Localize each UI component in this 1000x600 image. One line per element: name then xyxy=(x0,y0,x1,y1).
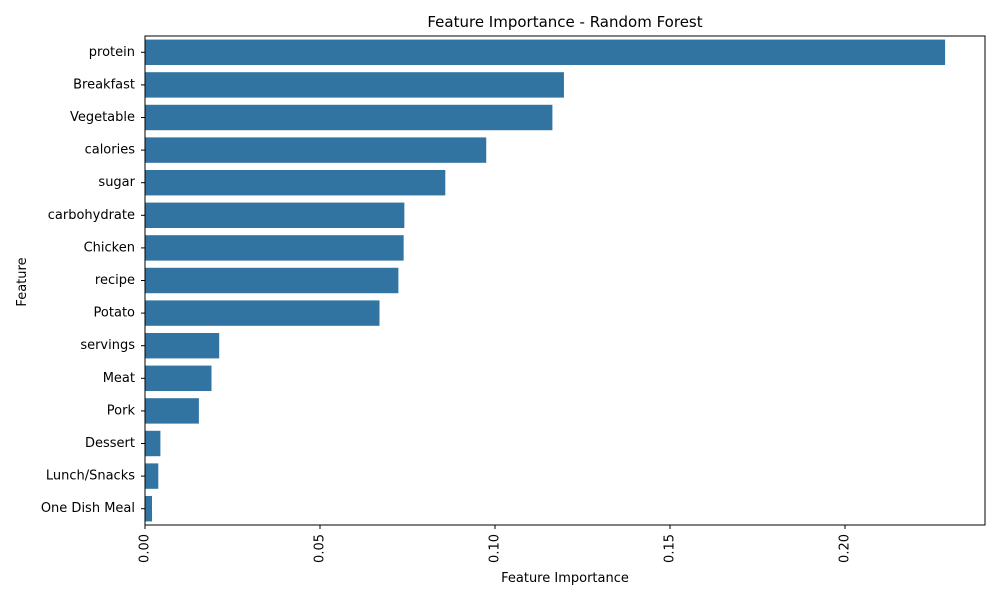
x-tick-label: 0.05 xyxy=(313,534,328,563)
bar-breakfast xyxy=(145,72,564,98)
bar-carbohydrate xyxy=(145,202,405,229)
x-tick-label: 0.00 xyxy=(138,534,153,563)
y-tick-labels: protein Breakfast Vegetable calories sugar ca… xyxy=(41,45,145,516)
y-tick-label: Meat xyxy=(103,371,135,386)
x-ticks: 0.00 0.05 0.10 0.15 0.20 xyxy=(138,525,853,563)
x-tick-label: 0.15 xyxy=(663,534,678,563)
y-tick-label: Dessert xyxy=(85,436,135,451)
y-tick-label: One Dish Meal xyxy=(41,501,135,516)
y-tick-label: Lunch/Snacks xyxy=(46,469,135,484)
plot-frame xyxy=(144,35,986,526)
bar-pork xyxy=(145,398,199,424)
bar-potato xyxy=(145,300,380,326)
y-axis-label: Feature xyxy=(15,257,30,306)
x-tick-label: 0.10 xyxy=(488,534,503,563)
y-tick-label: calories xyxy=(85,143,136,158)
bars-group xyxy=(145,39,946,522)
bar-dessert xyxy=(145,430,161,457)
bar-sugar xyxy=(145,169,446,196)
bar-calories xyxy=(145,137,487,163)
y-tick-label: sugar xyxy=(98,175,135,190)
chart-title: Feature Importance - Random Forest xyxy=(427,13,702,31)
y-tick-label: Pork xyxy=(107,403,136,418)
bar-one-dish-meal xyxy=(145,495,152,522)
bar-meat xyxy=(145,365,212,392)
bar-chicken xyxy=(145,235,404,261)
y-tick-label: Potato xyxy=(94,306,135,321)
bar-recipe xyxy=(145,267,399,294)
x-axis-label: Feature Importance xyxy=(501,571,629,586)
y-tick-label: Vegetable xyxy=(70,110,135,125)
bar-servings xyxy=(145,332,220,359)
bar-protein xyxy=(145,39,946,66)
y-tick-label: recipe xyxy=(95,273,135,288)
y-tick-label: Chicken xyxy=(84,240,135,255)
y-tick-label: Breakfast xyxy=(73,77,135,92)
y-tick-label: servings xyxy=(80,338,135,353)
y-tick-label: carbohydrate xyxy=(48,208,135,223)
bar-vegetable xyxy=(145,104,553,131)
bar-lunch-snacks xyxy=(145,463,159,489)
y-tick-label: protein xyxy=(89,45,135,60)
x-tick-label: 0.20 xyxy=(838,534,853,563)
